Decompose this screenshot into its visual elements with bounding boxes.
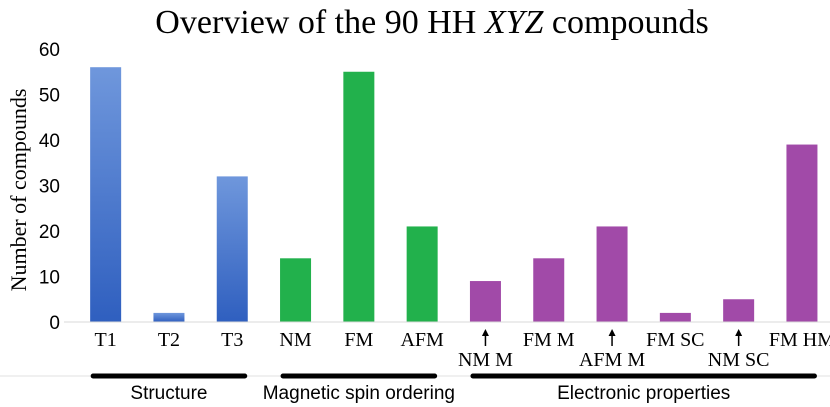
- label-pointer-arrowhead: [735, 329, 743, 336]
- label-pointer-arrowhead: [481, 329, 489, 336]
- x-tick-label: T1: [95, 329, 117, 351]
- y-axis-ticks: 0 10 20 30 40 50 60: [39, 40, 60, 334]
- y-axis-label: Number of compounds: [6, 89, 31, 292]
- bar-fm: [343, 71, 375, 322]
- y-tick-label: 60: [39, 40, 60, 61]
- x-tick-label: T2: [158, 329, 180, 351]
- x-tick-label: T3: [221, 329, 243, 351]
- y-tick-label: 40: [39, 131, 60, 152]
- bar-t1: [90, 67, 122, 322]
- bar-fm-sc: [659, 312, 691, 322]
- group-label: Magnetic spin ordering: [263, 383, 455, 404]
- y-tick-label: 50: [39, 86, 60, 107]
- bar-fm-m: [533, 258, 565, 322]
- y-tick-label: 0: [49, 313, 60, 334]
- bar-fm-hm: [786, 144, 818, 322]
- y-tick-label: 10: [39, 268, 60, 289]
- x-tick-label: FM HM: [769, 329, 830, 351]
- bar-afm-m: [596, 226, 628, 322]
- bar-t2: [153, 312, 185, 322]
- chart-title: Overview of the 90 HH XYZ compounds: [155, 4, 708, 41]
- x-tick-label: NM: [279, 329, 311, 351]
- group-label: Electronic properties: [557, 383, 730, 404]
- y-tick-label: 20: [39, 222, 60, 243]
- label-pointer-arrowhead: [608, 329, 616, 336]
- bar-t3: [216, 176, 248, 322]
- bar-nm-m: [469, 281, 501, 322]
- x-tick-label: AFM: [400, 329, 444, 351]
- x-tick-label: NM SC: [708, 349, 770, 371]
- group-label: Structure: [130, 383, 207, 404]
- x-tick-label: FM SC: [646, 329, 704, 351]
- bars: [90, 67, 818, 322]
- x-tick-label: FM: [344, 329, 373, 351]
- x-tick-label: FM M: [523, 329, 575, 351]
- category-groups: Structure Magnetic spin ordering Electroni…: [90, 373, 817, 404]
- x-tick-label: NM M: [458, 349, 513, 371]
- bar-nm-sc: [723, 299, 755, 322]
- x-tick-label: AFM M: [579, 349, 645, 371]
- bar-nm: [280, 258, 312, 322]
- y-tick-label: 30: [39, 177, 60, 198]
- bar-afm: [406, 226, 438, 322]
